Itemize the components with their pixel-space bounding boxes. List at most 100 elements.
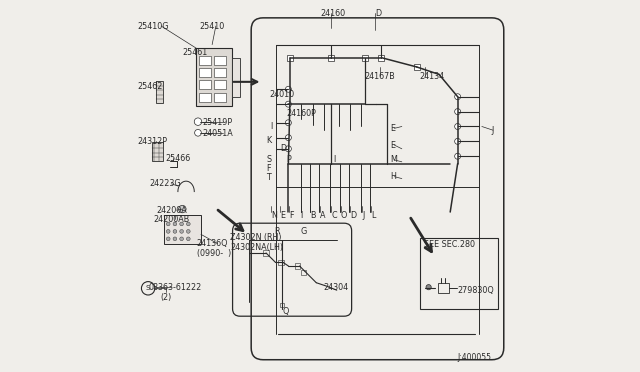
Circle shape (180, 230, 184, 233)
Circle shape (179, 205, 186, 213)
Circle shape (285, 135, 291, 141)
Circle shape (454, 109, 461, 115)
Bar (214, 68, 225, 77)
Bar (420, 238, 498, 309)
Text: G: G (301, 227, 307, 236)
Text: 24051A: 24051A (203, 129, 234, 138)
Circle shape (166, 222, 170, 226)
Bar (287, 55, 293, 61)
Text: 24200A: 24200A (156, 206, 187, 215)
Bar (301, 270, 306, 275)
Text: 24010: 24010 (269, 90, 294, 99)
Bar (295, 263, 300, 269)
Text: P: P (287, 155, 291, 164)
Text: 24223G: 24223G (149, 179, 180, 188)
Circle shape (186, 222, 190, 226)
Circle shape (166, 237, 170, 241)
Text: H: H (390, 172, 397, 181)
Bar (156, 81, 163, 103)
Text: 24200AB: 24200AB (154, 215, 190, 224)
Text: (2): (2) (161, 293, 172, 302)
Text: R: R (274, 227, 280, 236)
Bar (200, 56, 211, 65)
Text: L: L (371, 211, 376, 220)
Circle shape (186, 237, 190, 241)
Bar (200, 93, 211, 102)
Bar (214, 93, 225, 102)
Text: T: T (266, 173, 271, 182)
Text: E: E (390, 124, 396, 133)
Bar (214, 80, 225, 89)
Text: 25410G: 25410G (138, 22, 169, 31)
Circle shape (173, 222, 177, 226)
Bar (164, 215, 201, 244)
Bar (378, 55, 385, 61)
Bar (152, 142, 163, 161)
Text: 24167B: 24167B (364, 72, 395, 81)
Text: B: B (310, 211, 316, 220)
Text: E: E (390, 141, 396, 150)
Circle shape (186, 230, 190, 233)
Circle shape (166, 230, 170, 233)
Circle shape (285, 120, 291, 126)
Text: F: F (289, 211, 293, 220)
Bar (196, 48, 232, 106)
Text: J: J (491, 126, 493, 135)
Bar (328, 55, 334, 61)
Circle shape (285, 146, 291, 152)
Circle shape (454, 153, 461, 159)
Text: 24160P: 24160P (287, 109, 316, 118)
Bar (264, 250, 269, 256)
Text: S: S (146, 285, 150, 291)
Circle shape (426, 285, 431, 290)
Text: 24312P: 24312P (138, 137, 168, 146)
Text: 25466: 25466 (166, 154, 191, 163)
Text: I: I (301, 211, 303, 220)
Circle shape (195, 129, 202, 136)
Bar (232, 58, 240, 97)
Text: 24134: 24134 (420, 72, 445, 81)
Bar (200, 68, 211, 77)
Circle shape (285, 101, 291, 107)
Bar (278, 260, 284, 265)
Text: I: I (333, 155, 335, 164)
Text: 08363-61222: 08363-61222 (148, 283, 202, 292)
Text: F: F (266, 164, 271, 173)
Text: Q: Q (282, 307, 289, 316)
Text: 24136Q: 24136Q (196, 239, 228, 248)
Bar (438, 283, 449, 293)
Text: A: A (320, 211, 326, 220)
Text: D: D (349, 211, 356, 220)
Text: 25462: 25462 (138, 82, 163, 91)
Text: 24302NA(LH): 24302NA(LH) (230, 243, 283, 251)
Text: D: D (375, 9, 381, 17)
Bar (200, 80, 211, 89)
Circle shape (195, 118, 202, 125)
Text: D: D (280, 144, 286, 153)
Text: (0990-  ): (0990- ) (197, 249, 232, 258)
Text: 25410: 25410 (199, 22, 225, 31)
Text: J:400055: J:400055 (458, 353, 492, 362)
Bar (362, 55, 367, 61)
Text: K: K (266, 136, 271, 145)
Text: S: S (266, 155, 271, 164)
Text: 25419P: 25419P (203, 118, 233, 126)
Text: C: C (331, 211, 337, 220)
Text: J: J (362, 211, 364, 220)
Circle shape (454, 124, 461, 129)
Text: Z4302N (RH): Z4302N (RH) (230, 233, 282, 242)
Circle shape (173, 230, 177, 233)
Circle shape (454, 138, 461, 144)
Circle shape (180, 222, 184, 226)
Text: SEE SEC.280: SEE SEC.280 (424, 240, 475, 249)
Text: 279830Q: 279830Q (457, 286, 493, 295)
Circle shape (454, 94, 461, 100)
Text: 25461: 25461 (182, 48, 207, 57)
Circle shape (180, 237, 184, 241)
Bar (214, 56, 225, 65)
Bar (413, 64, 420, 70)
Text: E: E (280, 211, 285, 220)
Text: O: O (341, 211, 348, 220)
Circle shape (285, 86, 291, 92)
Text: M: M (390, 155, 397, 164)
